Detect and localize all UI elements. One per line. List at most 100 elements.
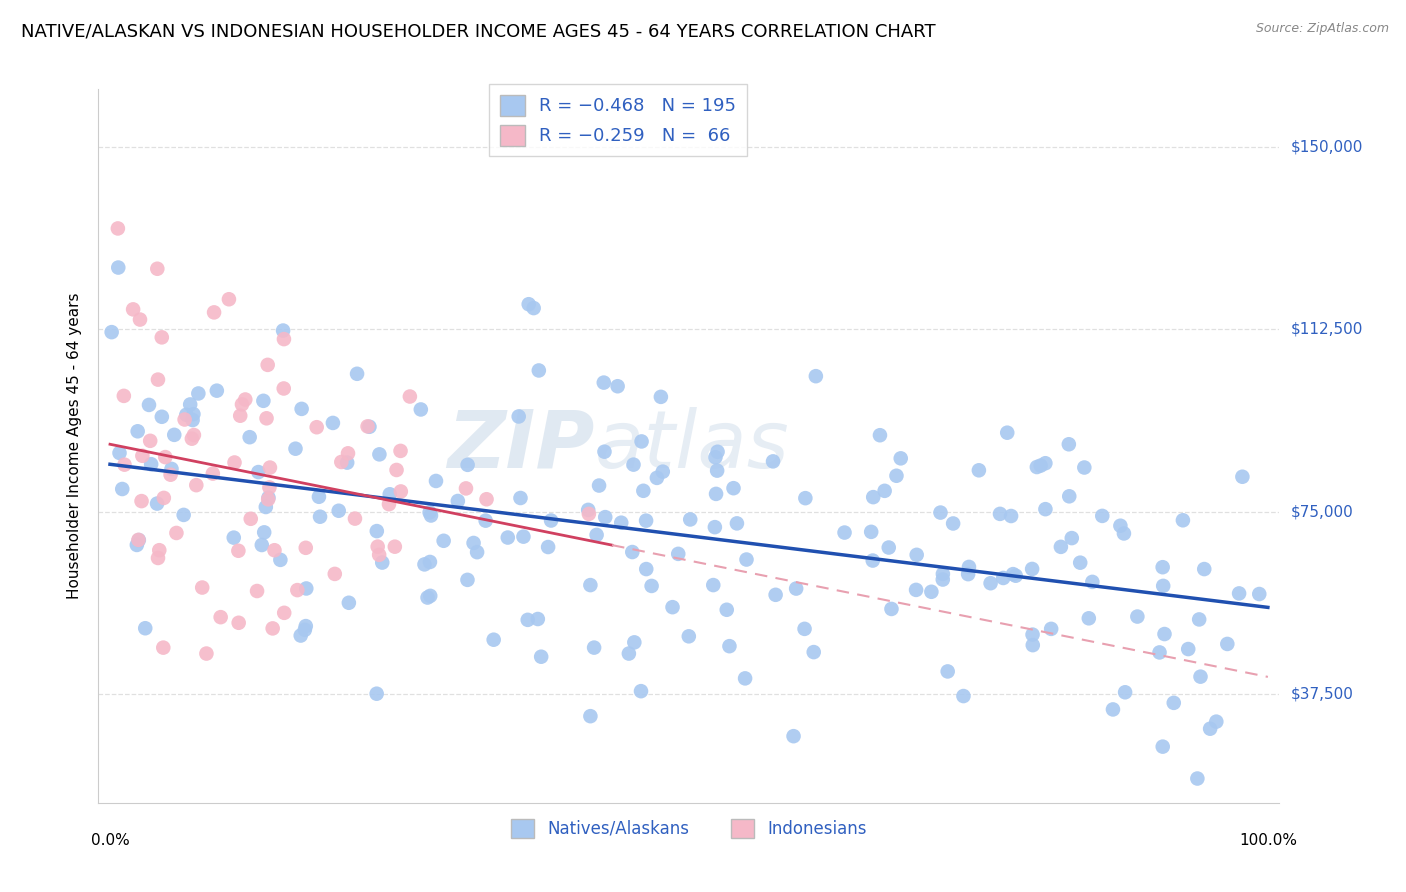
Point (294, 623, 316, 637)
Point (1004, 568, 1026, 582)
Point (107, 221, 129, 235)
Point (967, 463, 990, 477)
Point (263, 543, 285, 558)
Point (337, 596, 360, 610)
Point (661, 600, 683, 615)
Point (224, 455, 246, 469)
Point (181, 413, 204, 427)
Point (368, 548, 391, 562)
Point (1187, 772, 1209, 786)
Point (1177, 642, 1199, 657)
Point (1232, 469, 1254, 483)
Point (285, 583, 308, 598)
Point (474, 514, 496, 528)
Point (890, 451, 912, 466)
Point (346, 367, 368, 381)
Point (256, 411, 278, 425)
Point (163, 427, 186, 442)
Point (1073, 460, 1095, 475)
Point (508, 409, 530, 424)
Point (621, 545, 644, 559)
Point (191, 581, 214, 595)
Point (785, 582, 807, 596)
Point (273, 332, 295, 346)
Point (180, 432, 202, 446)
Point (527, 612, 550, 626)
Text: $75,000: $75,000 (1291, 504, 1354, 519)
Point (233, 392, 256, 407)
Point (873, 483, 896, 498)
Point (1152, 560, 1174, 574)
Point (679, 512, 702, 526)
Point (576, 503, 599, 517)
Point (366, 687, 388, 701)
Point (678, 629, 700, 643)
Point (150, 409, 173, 424)
Point (952, 689, 974, 703)
Point (173, 508, 195, 522)
Point (1022, 638, 1045, 652)
Point (585, 528, 607, 542)
Point (127, 533, 149, 547)
Point (704, 450, 727, 465)
Point (419, 555, 441, 569)
Point (129, 312, 152, 326)
Point (1050, 540, 1073, 554)
Point (337, 446, 360, 460)
Point (1199, 722, 1222, 736)
Point (1112, 526, 1135, 541)
Point (294, 619, 316, 633)
Point (100, 325, 122, 339)
Text: Source: ZipAtlas.com: Source: ZipAtlas.com (1256, 22, 1389, 36)
Point (378, 497, 401, 511)
Point (465, 545, 488, 559)
Point (1249, 587, 1271, 601)
Text: $112,500: $112,500 (1291, 322, 1362, 337)
Point (1152, 579, 1174, 593)
Point (1057, 489, 1080, 503)
Point (447, 494, 470, 508)
Point (1021, 562, 1043, 576)
Point (256, 358, 278, 372)
Point (666, 547, 689, 561)
Point (366, 524, 388, 538)
Point (716, 603, 738, 617)
Point (957, 560, 980, 574)
Point (905, 548, 928, 562)
Point (1000, 508, 1022, 523)
Point (367, 540, 389, 554)
Text: 0.0%: 0.0% (90, 833, 129, 848)
Point (993, 571, 1015, 585)
Point (593, 510, 616, 524)
Point (159, 467, 181, 482)
Point (1029, 458, 1052, 473)
Point (218, 292, 240, 306)
Point (399, 390, 422, 404)
Point (273, 606, 295, 620)
Point (456, 573, 478, 587)
Point (1205, 714, 1227, 729)
Point (734, 672, 756, 686)
Point (239, 430, 262, 444)
Point (425, 474, 447, 488)
Point (290, 629, 312, 643)
Point (134, 621, 156, 635)
Point (1153, 627, 1175, 641)
Point (139, 434, 162, 448)
Point (127, 425, 149, 439)
Point (834, 525, 856, 540)
Point (152, 640, 174, 655)
Point (1216, 637, 1239, 651)
Point (516, 613, 538, 627)
Point (463, 536, 485, 550)
Point (153, 491, 176, 505)
Point (179, 397, 201, 411)
Point (356, 419, 378, 434)
Point (496, 531, 519, 545)
Point (475, 492, 498, 507)
Point (1171, 513, 1194, 527)
Point (706, 444, 728, 458)
Point (636, 562, 658, 576)
Point (385, 463, 408, 477)
Point (173, 412, 195, 426)
